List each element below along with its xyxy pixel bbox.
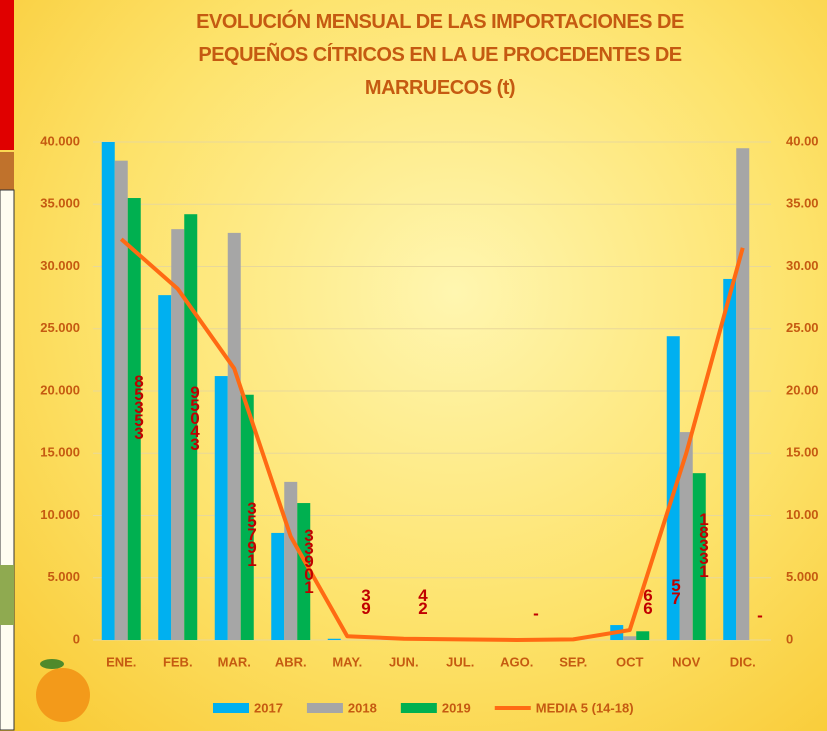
legend-swatch xyxy=(213,703,249,713)
side-decoration xyxy=(0,0,14,150)
y-tick-label: 0 xyxy=(73,631,80,646)
x-tick-label: JUL. xyxy=(446,654,474,669)
y2-tick-label: 20.00 xyxy=(786,382,819,397)
y-tick-label: 35.000 xyxy=(40,196,80,211)
y-tick-label: 20.000 xyxy=(40,382,80,397)
y-tick-label: 25.000 xyxy=(40,320,80,335)
bar xyxy=(215,376,228,640)
data-label: 57 xyxy=(670,579,682,605)
x-tick-label: DIC. xyxy=(730,654,756,669)
x-tick-label: AGO. xyxy=(500,654,533,669)
legend-label: 2018 xyxy=(348,700,377,715)
y2-tick-label: 30.00 xyxy=(786,258,819,273)
bar xyxy=(636,631,649,640)
data-label: 95043 xyxy=(189,386,201,451)
chart-title: EVOLUCIÓN MENSUAL DE LAS IMPORTACIONES D… xyxy=(150,6,730,105)
data-label: - xyxy=(530,607,542,620)
line-series xyxy=(121,239,743,640)
data-label: 35791 xyxy=(246,502,258,567)
bar xyxy=(228,233,241,640)
y2-tick-label: 40.00 xyxy=(786,133,819,148)
side-decoration xyxy=(0,190,14,730)
data-label: 66 xyxy=(642,589,654,615)
bar xyxy=(623,636,636,640)
x-tick-label: FEB. xyxy=(163,654,193,669)
y2-tick-label: 10.00 xyxy=(786,507,819,522)
bar xyxy=(328,639,341,640)
y2-tick-label: 0 xyxy=(786,631,793,646)
bar xyxy=(115,161,128,640)
legend-swatch xyxy=(401,703,437,713)
chart: 05.00010.00015.00020.00025.00030.00035.0… xyxy=(0,0,827,731)
x-tick-label: NOV xyxy=(672,654,701,669)
orange-leaf xyxy=(40,659,64,669)
data-label: - xyxy=(754,609,766,622)
chart-svg: 05.00010.00015.00020.00025.00030.00035.0… xyxy=(0,0,827,731)
bar xyxy=(271,533,284,640)
legend-swatch xyxy=(307,703,343,713)
legend-label: 2017 xyxy=(254,700,283,715)
x-tick-label: OCT xyxy=(616,654,644,669)
data-label: 85353 xyxy=(133,375,145,440)
x-tick-label: ENE. xyxy=(106,654,136,669)
bar xyxy=(723,279,736,640)
bar xyxy=(102,142,115,640)
data-label: 42 xyxy=(417,589,429,615)
side-decoration xyxy=(0,565,14,625)
x-tick-label: MAY. xyxy=(332,654,362,669)
y-tick-label: 40.000 xyxy=(40,133,80,148)
orange-icon xyxy=(36,668,90,722)
x-tick-label: ABR. xyxy=(275,654,307,669)
bar xyxy=(284,482,297,640)
x-tick-label: SEP. xyxy=(559,654,587,669)
y2-tick-label: 15.00 xyxy=(786,445,819,460)
y-tick-label: 5.000 xyxy=(47,569,80,584)
bar xyxy=(736,148,749,640)
side-decoration xyxy=(0,152,14,190)
y-tick-label: 10.000 xyxy=(40,507,80,522)
bar xyxy=(158,295,171,640)
data-label: 33901 xyxy=(303,529,315,594)
legend-label: MEDIA 5 (14-18) xyxy=(536,700,634,715)
y2-tick-label: 5.000 xyxy=(786,569,819,584)
legend-label: 2019 xyxy=(442,700,471,715)
data-label: 39 xyxy=(360,589,372,615)
y2-tick-label: 25.00 xyxy=(786,320,819,335)
x-tick-label: MAR. xyxy=(218,654,251,669)
data-label: 18331 xyxy=(698,513,710,578)
x-tick-label: JUN. xyxy=(389,654,419,669)
y2-tick-label: 35.00 xyxy=(786,196,819,211)
y-tick-label: 30.000 xyxy=(40,258,80,273)
y-tick-label: 15.000 xyxy=(40,445,80,460)
